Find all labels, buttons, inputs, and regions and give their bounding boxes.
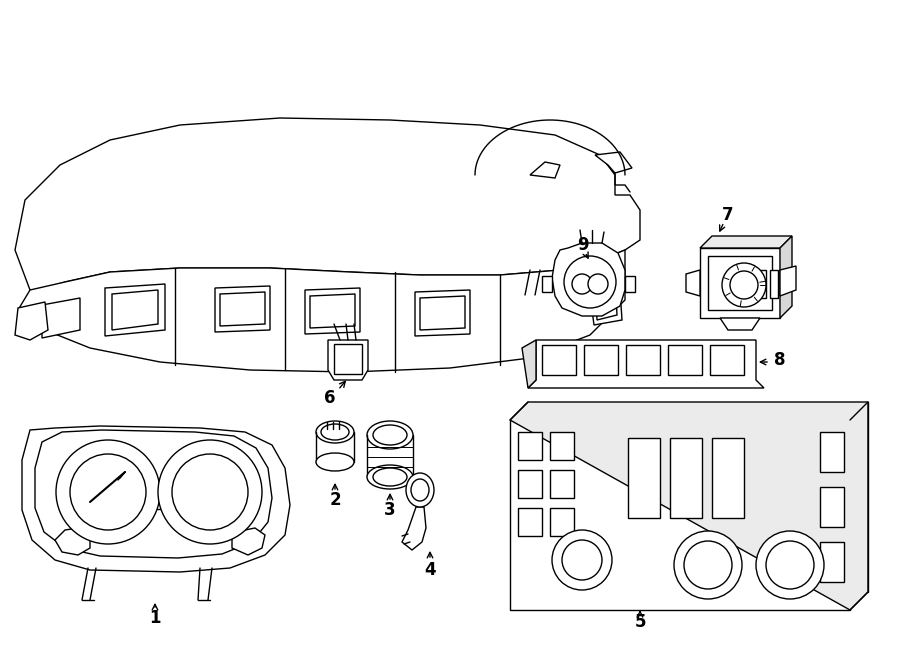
Text: 6: 6 [324,389,336,407]
Polygon shape [700,236,792,248]
Polygon shape [522,340,536,388]
Polygon shape [112,290,158,330]
Polygon shape [415,290,470,336]
Text: 3: 3 [384,501,396,519]
Polygon shape [542,276,552,292]
Polygon shape [232,528,265,555]
Polygon shape [310,294,355,328]
Text: 7: 7 [722,206,734,224]
Polygon shape [780,266,796,296]
Circle shape [756,531,824,599]
Bar [628,438,660,518]
Ellipse shape [411,479,429,501]
Circle shape [730,271,758,299]
Text: 8: 8 [774,351,786,369]
Bar [145,487,185,509]
Circle shape [572,274,592,294]
Polygon shape [552,243,625,316]
Text: 2: 2 [329,491,341,509]
Circle shape [70,454,146,530]
Polygon shape [700,248,780,318]
Circle shape [552,530,612,590]
Polygon shape [530,162,560,178]
Ellipse shape [373,425,407,445]
Circle shape [158,440,262,544]
Circle shape [564,256,616,308]
Circle shape [562,540,602,580]
Circle shape [766,541,814,589]
Polygon shape [595,152,632,173]
Polygon shape [528,340,764,388]
Polygon shape [305,288,360,334]
Text: 4: 4 [424,561,436,579]
Text: 5: 5 [634,613,646,631]
Circle shape [56,440,160,544]
Circle shape [684,541,732,589]
Text: 1: 1 [149,609,161,627]
Ellipse shape [321,424,349,440]
Polygon shape [15,118,640,290]
Polygon shape [220,292,265,326]
Bar [710,345,744,375]
Polygon shape [105,284,165,336]
Polygon shape [402,507,426,550]
Circle shape [674,531,742,599]
Polygon shape [625,276,635,292]
Ellipse shape [406,473,434,507]
Bar [820,487,844,527]
Bar [518,432,542,460]
Bar [542,345,576,375]
Polygon shape [720,318,760,330]
Polygon shape [215,286,270,332]
Ellipse shape [316,421,354,443]
Ellipse shape [316,453,354,471]
Bar [584,345,618,375]
Polygon shape [42,298,80,338]
Polygon shape [510,402,868,610]
Bar [820,542,844,582]
Bar [510,420,850,610]
Bar [334,344,362,374]
Bar [550,508,574,536]
Circle shape [588,274,608,294]
Polygon shape [420,296,465,330]
Polygon shape [780,236,792,318]
Polygon shape [35,430,272,558]
Bar [670,438,702,518]
Polygon shape [55,528,90,555]
Ellipse shape [367,465,413,489]
Polygon shape [596,296,617,320]
Polygon shape [686,270,700,296]
Polygon shape [22,426,290,572]
Ellipse shape [367,421,413,449]
Circle shape [722,263,766,307]
Polygon shape [328,340,368,380]
Bar [550,470,574,498]
Bar [668,345,702,375]
Bar [758,270,766,298]
Bar [712,438,744,518]
Polygon shape [15,302,48,340]
Bar [820,432,844,472]
Bar [626,345,660,375]
Bar [518,508,542,536]
Polygon shape [18,250,625,372]
Bar [770,270,778,298]
Polygon shape [590,290,622,325]
Circle shape [172,454,248,530]
Bar [708,256,772,310]
Text: 9: 9 [577,236,589,254]
Ellipse shape [373,468,407,486]
Bar [518,470,542,498]
Bar [550,432,574,460]
